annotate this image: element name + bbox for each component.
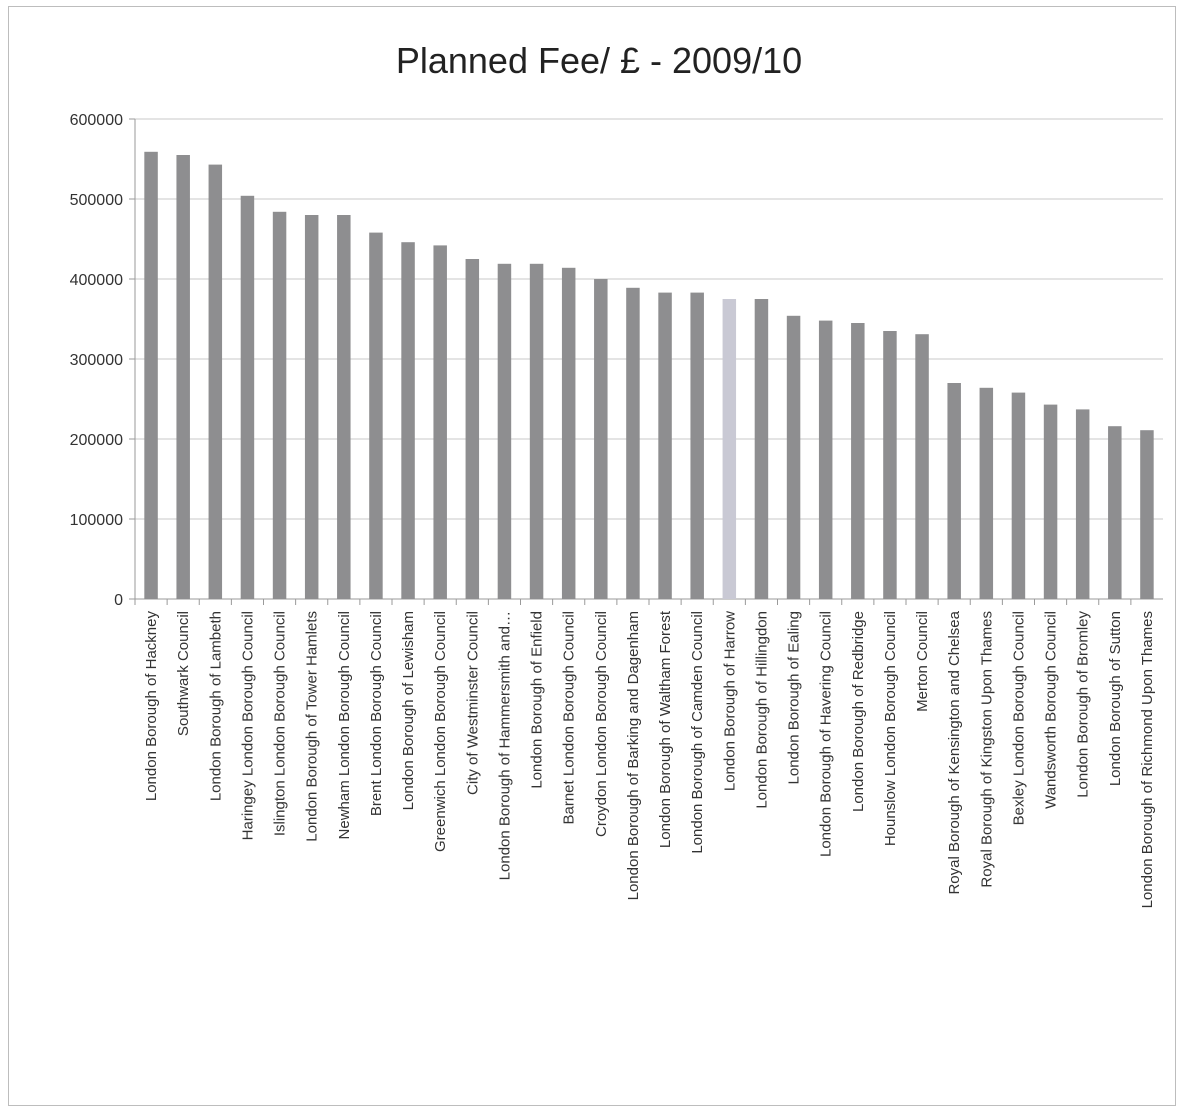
- bar: [754, 299, 769, 599]
- y-tick-label: 200000: [70, 432, 123, 449]
- bar: [369, 232, 383, 599]
- y-tick-label: 100000: [70, 512, 123, 529]
- bar: [690, 292, 704, 599]
- x-category-label: London Borough of Enfield: [529, 611, 546, 789]
- x-category-label: Royal Borough of Kensington and Chelsea: [946, 610, 963, 894]
- x-category-label: London Borough of Camden Council: [689, 611, 706, 854]
- x-category-label: Haringey London Borough Council: [239, 611, 256, 840]
- y-axis-ticks: 0 100000 200000 300000 400000 500000 600000: [70, 112, 123, 609]
- bar: [401, 242, 415, 599]
- bar: [176, 155, 190, 599]
- x-category-label: Wandsworth Borough Council: [1043, 611, 1060, 809]
- x-category-label: London Borough of Havering Council: [818, 611, 835, 857]
- x-category-label: London Borough of Richmond Upon Thames: [1139, 611, 1156, 908]
- bar: [818, 320, 833, 599]
- y-tick-label: 600000: [70, 112, 123, 129]
- bar: [304, 215, 319, 599]
- x-category-label: London Borough of Barking and Dagenham: [625, 611, 642, 900]
- x-category-label: London Borough of Harrow: [721, 611, 738, 791]
- bar: [497, 263, 512, 599]
- x-category-label: Royal Borough of Kingston Upon Thames: [978, 611, 995, 888]
- x-category-label: Merton Council: [914, 611, 931, 712]
- bars: [144, 151, 1154, 600]
- chart-frame: Planned Fee/ £ - 2009/10 0 100000 200000 30…: [8, 6, 1176, 1106]
- x-category-label: London Borough of Hackney: [143, 611, 160, 802]
- x-category-label: London Borough of Lewisham: [400, 611, 417, 810]
- y-tick-label: 300000: [70, 352, 123, 369]
- bar: [594, 279, 608, 599]
- x-category-label: London Borough of Sutton: [1107, 611, 1124, 786]
- bar: [433, 245, 447, 599]
- bar: [465, 259, 480, 599]
- y-tick-label: 0: [114, 592, 123, 609]
- x-category-label: London Borough of Bromley: [1075, 611, 1092, 798]
- x-category-label: Southwark Council: [175, 611, 192, 736]
- y-tick-label: 400000: [70, 272, 123, 289]
- chart-title: Planned Fee/ £ - 2009/10: [396, 40, 802, 81]
- x-category-label: Brent London Borough Council: [368, 611, 385, 816]
- bar: [272, 211, 287, 600]
- bar: [947, 383, 961, 599]
- bar: [979, 387, 994, 599]
- bar: [1075, 409, 1090, 599]
- x-category-label: London Borough of Hammersmith and…: [496, 611, 513, 880]
- bar: [883, 331, 897, 599]
- x-category-label: London Borough of Lambeth: [207, 611, 224, 801]
- bar: [337, 215, 351, 599]
- bar: [144, 151, 158, 600]
- x-category-label: London Borough of Tower Hamlets: [304, 611, 321, 842]
- x-category-label: Newham London Borough Council: [336, 611, 353, 839]
- bar: [851, 323, 865, 599]
- x-category-label: London Borough of Ealing: [786, 611, 803, 784]
- bar: [1011, 392, 1026, 599]
- bar: [208, 164, 223, 599]
- x-category-label: Hounslow London Borough Council: [882, 611, 899, 846]
- bar: [240, 195, 255, 600]
- bar: [1108, 426, 1122, 599]
- y-tick-label: 500000: [70, 192, 123, 209]
- x-category-label: Bexley London Borough Council: [1010, 611, 1027, 825]
- bar: [1140, 430, 1154, 599]
- x-category-label: Islington London Borough Council: [272, 611, 289, 836]
- bar: [561, 267, 576, 599]
- x-axis-labels: London Borough of Hackney Southwark Counc…: [143, 610, 1156, 908]
- bar: [722, 299, 737, 599]
- bar: [1043, 404, 1058, 599]
- bar: [915, 334, 929, 599]
- x-category-label: London Borough of Redbridge: [850, 611, 867, 812]
- x-category-label: London Borough of Waltham Forest: [657, 610, 674, 848]
- bar: [626, 287, 640, 599]
- bar: [529, 263, 544, 599]
- x-category-label: London Borough of Hillingdon: [753, 611, 770, 809]
- x-category-label: Croydon London Borough Council: [593, 611, 610, 837]
- x-category-label: City of Westminster Council: [464, 611, 481, 795]
- bar: [786, 315, 801, 599]
- x-category-label: Barnet London Borough Council: [561, 611, 578, 825]
- bar-chart: Planned Fee/ £ - 2009/10 0 100000 200000 30…: [70, 40, 1163, 908]
- bar: [658, 292, 672, 599]
- x-category-label: Greenwich London Borough Council: [432, 611, 449, 852]
